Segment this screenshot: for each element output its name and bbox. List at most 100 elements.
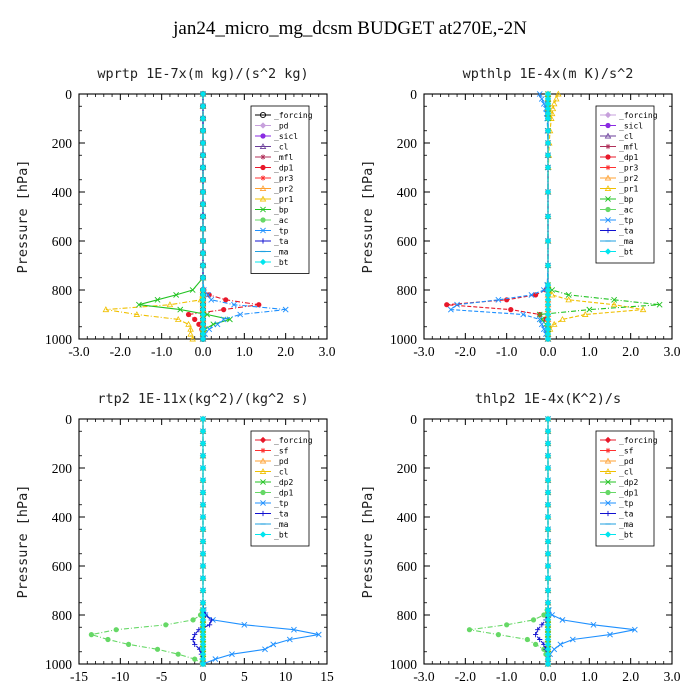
x-tick-label: -3.0 <box>413 669 435 684</box>
legend-box <box>595 105 655 264</box>
x-tick-label: -1.0 <box>496 669 518 684</box>
legend-marker <box>259 457 267 464</box>
series-point <box>550 100 558 107</box>
series-point <box>231 301 237 308</box>
legend-marker <box>604 185 612 191</box>
x-tick-label: -10 <box>111 669 129 684</box>
legend-marker <box>260 206 266 213</box>
series-point <box>185 311 192 318</box>
series-point <box>504 622 510 628</box>
series-point <box>544 513 552 521</box>
series-point <box>88 631 95 638</box>
series-point <box>454 301 460 308</box>
series-point <box>586 306 593 313</box>
series-point <box>205 291 211 298</box>
series-point <box>199 575 207 582</box>
legend-label: _bt <box>274 258 289 267</box>
series-point <box>270 641 277 648</box>
x-tick-label: 1.0 <box>581 669 598 684</box>
series-point <box>199 489 207 496</box>
y-tick-label: 600 <box>52 234 73 249</box>
series-point <box>544 587 552 594</box>
series-point <box>540 326 547 333</box>
legend-label: _cl <box>274 143 289 152</box>
legend-marker <box>260 510 266 517</box>
x-tick-label: 10 <box>279 669 293 684</box>
series-point <box>540 100 547 107</box>
series-point <box>199 262 207 269</box>
legend-marker <box>605 164 611 171</box>
series-point <box>544 477 552 484</box>
legend-label: _bt <box>274 531 289 540</box>
legend-label: _ta <box>274 510 289 519</box>
legend-label: _dp2 <box>274 478 293 487</box>
legend-label: _forcing <box>274 111 313 120</box>
series-point <box>544 213 552 220</box>
legend-marker <box>259 436 267 444</box>
series-point <box>544 188 552 196</box>
x-tick-label: -5 <box>156 669 167 684</box>
panel-title: thlp2 1E-4x(K^2)/s <box>475 391 621 407</box>
y-tick-label: 1000 <box>390 657 417 672</box>
series-point <box>569 636 576 643</box>
legend-label: _bp <box>274 206 289 215</box>
series-point <box>185 320 192 327</box>
legend-marker <box>260 489 266 496</box>
series-point <box>447 306 454 313</box>
series-point <box>528 291 535 298</box>
series-point <box>544 164 552 171</box>
panel-title: wpthlp 1E-4x(m K)/s^2 <box>463 66 634 82</box>
x-tick-label: -3.0 <box>68 344 90 359</box>
x-tick-label: 3.0 <box>664 669 681 684</box>
legend-label: _forcing <box>619 436 658 445</box>
legend-label: _tp <box>619 216 634 225</box>
legend-label: _ac <box>619 206 634 215</box>
series-point <box>639 306 647 313</box>
legend-label: _tp <box>274 499 289 508</box>
x-tick-label: 0 <box>200 669 207 684</box>
series-point <box>173 291 180 298</box>
series-line <box>449 93 549 340</box>
series-point <box>539 622 545 628</box>
series-point <box>530 617 537 623</box>
legend-label: _ta <box>619 510 634 519</box>
series-point <box>544 489 552 496</box>
series-point <box>199 428 207 435</box>
legend-marker <box>259 122 267 129</box>
x-tick-label: -1.0 <box>151 344 173 359</box>
legend-label: _sicl <box>619 122 643 131</box>
y-tick-label: 0 <box>410 412 417 427</box>
series-point <box>559 315 566 322</box>
series-point <box>538 95 545 102</box>
series-point <box>544 562 552 570</box>
x-tick-label: 15 <box>320 669 334 684</box>
series-point <box>177 306 184 313</box>
legend-label: _mfl <box>274 153 293 162</box>
series-point <box>444 302 450 308</box>
legend-marker <box>260 217 266 223</box>
x-tick-label: 2.0 <box>277 344 294 359</box>
x-tick-label: -15 <box>70 669 88 684</box>
legend-marker <box>605 206 611 213</box>
series-point <box>192 632 198 638</box>
series-point <box>136 301 142 308</box>
series-point <box>192 656 198 662</box>
legend-marker <box>604 436 612 444</box>
series-line <box>446 94 549 339</box>
series-point <box>565 291 572 298</box>
series-point <box>214 321 221 328</box>
legend-marker <box>604 111 612 119</box>
panel-2: wpthlp 1E-4x(m K)/s^2 Pressure [hPa] -3.0 -… <box>360 66 681 359</box>
legend-label: _tp <box>274 227 289 236</box>
x-tick-label: 0.0 <box>540 669 557 684</box>
y-tick-label: 200 <box>52 136 73 151</box>
legend-marker <box>605 122 611 129</box>
series-point <box>256 302 262 308</box>
series-point <box>549 612 556 618</box>
series-point <box>544 152 552 159</box>
series-point <box>125 641 132 648</box>
series-point <box>199 452 207 459</box>
series-point <box>204 311 211 318</box>
legend-marker <box>260 164 266 171</box>
series-point <box>536 311 543 318</box>
